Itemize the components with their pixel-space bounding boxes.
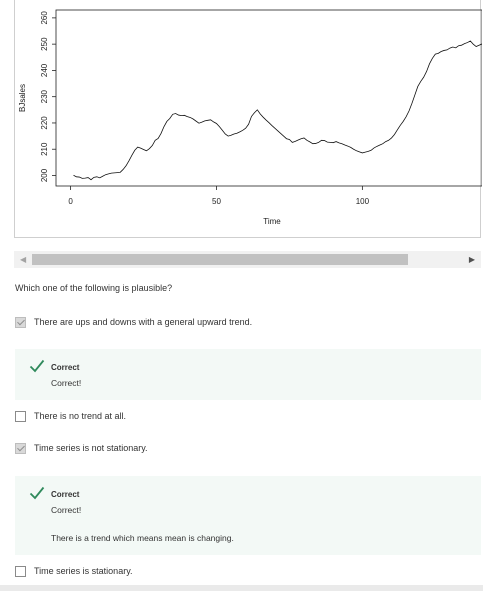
y-axis-label: BJsales [18,84,27,112]
feedback-title: Correct [51,490,80,499]
x-tick-label: 50 [212,197,221,206]
option-2-label[interactable]: There is no trend at all. [34,411,127,421]
option-4-label[interactable]: Time series is stationary. [34,566,133,576]
question-text: Which one of the following is plausible? [15,283,173,293]
feedback-correct-2: Correct Correct! There is a trend which … [15,476,481,555]
x-tick-label: 0 [68,197,73,206]
option-3-label[interactable]: Time series is not stationary. [34,443,148,453]
y-tick-label: 240 [40,63,49,77]
feedback-text: Correct! [51,505,82,515]
feedback-text: Correct! [51,378,82,388]
scrollbar-thumb[interactable] [32,254,408,265]
feedback-correct-1: Correct Correct! [15,349,481,400]
plot-box [55,9,482,187]
scroll-right-icon[interactable]: ▶ [468,255,475,264]
option-3-checkbox[interactable] [15,443,26,454]
option-2-checkbox[interactable] [15,411,26,422]
option-1-label[interactable]: There are ups and downs with a general u… [34,317,253,327]
option-4-checkbox[interactable] [15,566,26,577]
r-plot-output: 200 210 220 230 240 250 260 0 50 100 Time BJsales [14,0,482,238]
feedback-title: Correct [51,363,80,372]
x-tick-label: 100 [356,197,370,206]
y-tick-label: 200 [40,168,49,182]
check-icon [29,359,45,373]
x-axis-label: Time [263,217,281,226]
feedback-explanation: There is a trend which means mean is cha… [51,533,234,543]
y-tick-label: 250 [40,37,49,51]
bottom-divider [0,585,483,591]
scroll-left-icon[interactable]: ◀ [20,255,27,264]
option-1-checkbox[interactable] [15,317,26,328]
series-group [73,40,482,181]
time-series-chart: 200 210 220 230 240 250 260 0 50 100 Time BJsales [18,9,482,226]
check-icon [29,486,45,500]
y-tick-label: 220 [40,116,49,130]
series-line-0 [73,40,482,181]
chart-axes: 200 210 220 230 240 250 260 0 50 100 Time BJsales [18,9,482,226]
horizontal-scrollbar[interactable]: ◀ ▶ [14,251,481,268]
y-tick-label: 210 [40,142,49,156]
y-tick-label: 230 [40,89,49,103]
y-tick-label: 260 [40,11,49,25]
